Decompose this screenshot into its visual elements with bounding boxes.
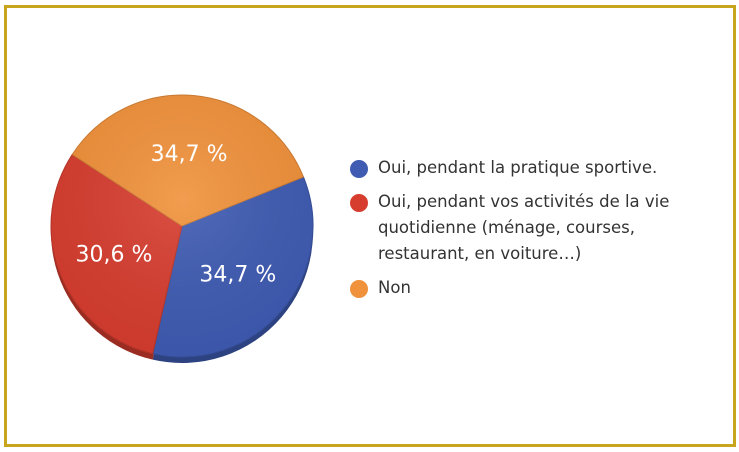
legend-swatch-sport [350,160,368,178]
slice-label-non: 34,7 % [151,142,228,167]
legend: Oui, pendant la pratique sportive. Oui, … [350,158,690,312]
slice-label-sport: 34,7 % [199,263,276,288]
legend-swatch-non [350,280,368,298]
legend-swatch-daily-life [350,194,368,212]
legend-item-sport: Oui, pendant la pratique sportive. [350,158,690,181]
legend-item-daily-life: Oui, pendant vos activités de la vie quo… [350,192,690,267]
slice-label-daily-life: 30,6 % [76,242,153,267]
legend-item-non: Non [350,278,690,301]
legend-label-daily-life: Oui, pendant vos activités de la vie quo… [378,192,670,263]
legend-label-sport: Oui, pendant la pratique sportive. [378,158,658,177]
pie-sheen [51,95,313,357]
legend-label-non: Non [378,278,411,297]
